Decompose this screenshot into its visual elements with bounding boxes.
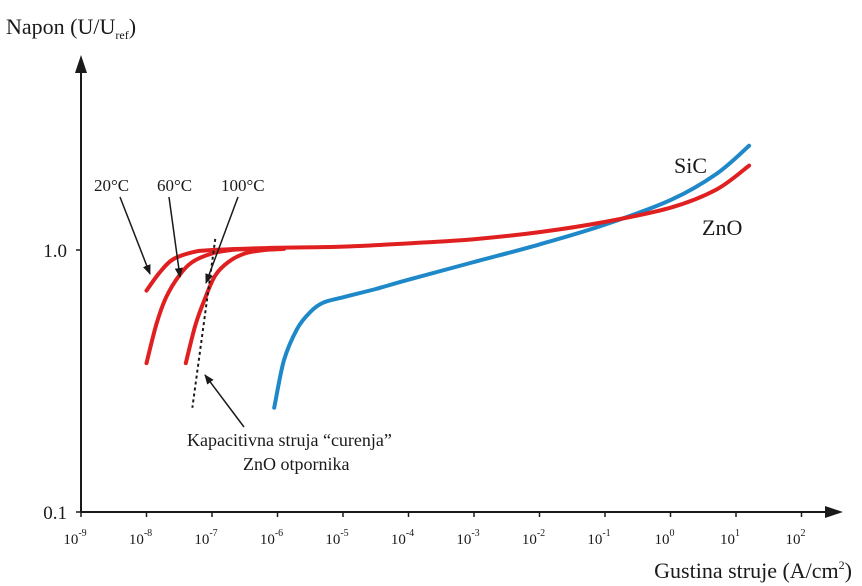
x-tick-label: 100 [655,528,675,548]
x-tick-label: 101 [720,528,740,548]
series-group [144,143,752,410]
temp-label-20: 20°C [94,176,129,195]
x-tick-label: 10-1 [587,528,610,548]
leakage-line [191,238,217,408]
temp-arrow-100 [205,196,239,284]
x-tick-label: 10-2 [522,528,545,548]
y-ticks: 10.01.00.1 [43,241,81,524]
y-tick-label: 1.0 [43,241,67,262]
annotation-line-1: Kapacitivna struja “curenja” [187,430,392,450]
temp-arrow-60 [168,196,183,278]
x-axis-arrow [825,506,843,518]
x-tick-label: 10-3 [456,528,479,548]
y-axis-title: Napon (U/Uref) [6,14,136,42]
x-tick-label: 10-7 [194,528,217,548]
x-tick-label: 102 [786,528,806,548]
series-line-zno-temp-3 [183,246,286,366]
x-tick-label: 10-5 [325,528,348,548]
y-tick-label: 0.1 [43,503,67,524]
series-label-sic: SiC [674,153,707,178]
temp-label-100: 100°C [221,176,265,195]
series-label-zno: ZnO [702,215,742,240]
y-axis-arrow [75,55,87,73]
x-tick-label: 10-8 [129,528,152,548]
annotation-arrow [204,374,245,428]
x-ticks: 10-9 10-8 10-7 10-6 10-5 10-4 10-3 10-2 10-1 100 1… [63,512,806,548]
x-tick-label: 10-6 [260,528,283,548]
x-tick-label: 10-9 [63,528,86,548]
temp-label-60: 60°C [157,176,192,195]
x-axis-title: Gustina struje (A/cm2) [654,558,852,583]
x-tick-label: 10-4 [391,528,414,548]
series-line-zno-temp-2 [144,246,260,366]
series-line-sic [272,143,752,410]
annotation-line-2: ZnO otpornika [243,454,349,474]
temp-arrow-20 [119,196,151,275]
